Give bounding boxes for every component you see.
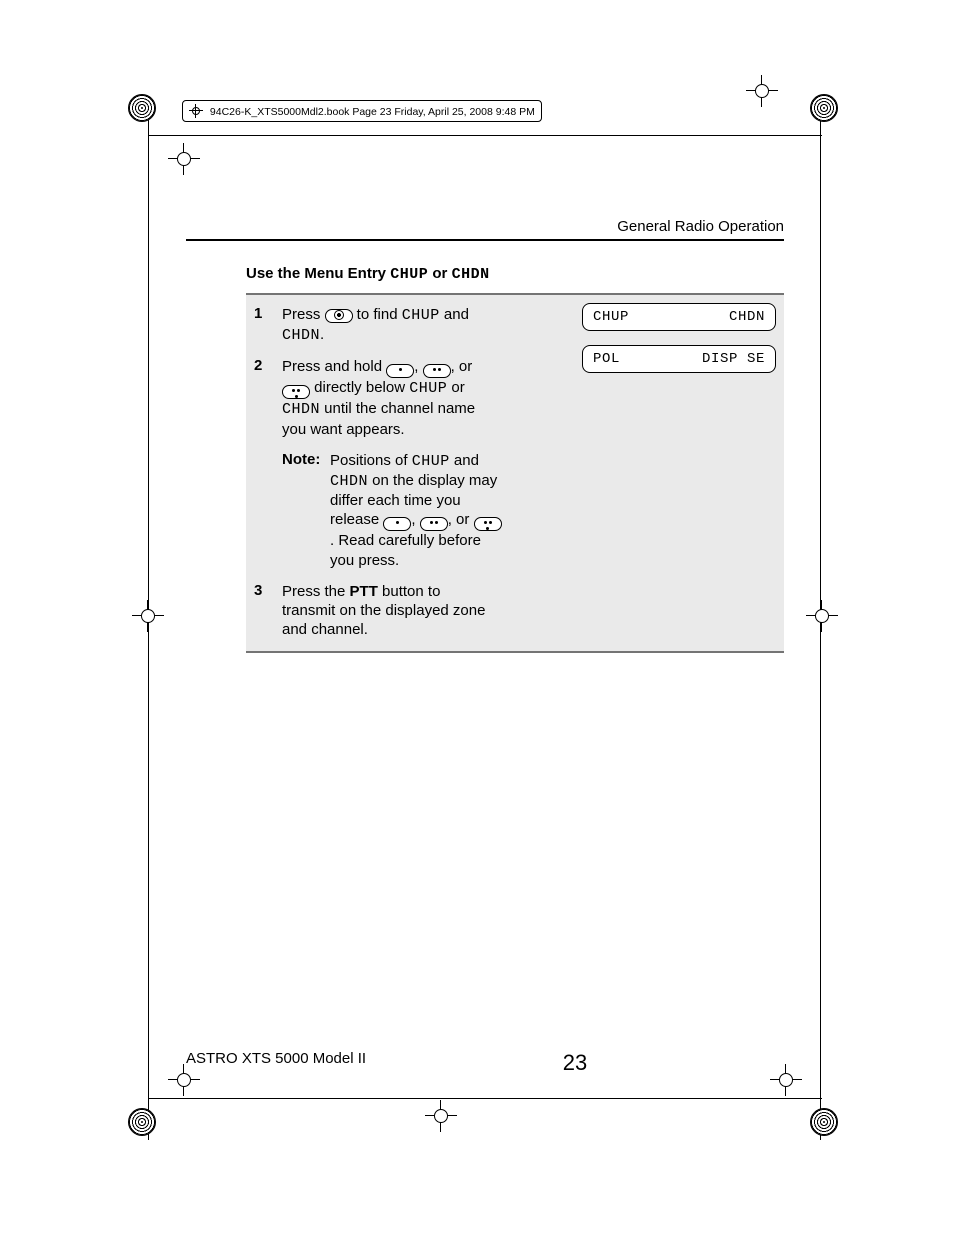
t: ,: [411, 511, 419, 528]
footer-model: ASTRO XTS 5000 Model II: [186, 1050, 366, 1067]
t: Press: [282, 306, 325, 323]
softkey-2-icon: [423, 364, 451, 378]
code-chup: CHUP: [402, 307, 440, 324]
title-mid: or: [428, 265, 451, 282]
title-code-chdn: CHDN: [452, 266, 490, 283]
t: and: [450, 452, 479, 469]
registration-mark-icon: [810, 94, 838, 122]
code-chdn: CHDN: [330, 473, 368, 490]
display2-right: DISP SE: [702, 351, 765, 367]
code-chup: CHUP: [409, 380, 447, 397]
content-area: Use the Menu Entry CHUP or CHDN CHUP CHD…: [246, 265, 784, 653]
softkey-1-icon: [383, 517, 411, 531]
crosshair-icon: [132, 600, 164, 632]
t: directly below: [310, 379, 409, 396]
ptt-bold: PTT: [350, 583, 378, 600]
step-3-num: 3: [254, 582, 282, 599]
code-chdn: CHDN: [282, 327, 320, 344]
note-label: Note:: [282, 451, 330, 468]
t: Press the: [282, 583, 350, 600]
t: or: [447, 379, 465, 396]
softkey-3-icon: [474, 517, 502, 531]
registration-mark-icon: [128, 94, 156, 122]
code-chdn: CHDN: [282, 401, 320, 418]
select-button-icon: [325, 309, 353, 323]
display1-left: CHUP: [593, 309, 629, 325]
book-file-header: 94C26-K_XTS5000Mdl2.book Page 23 Friday,…: [182, 100, 542, 122]
t: , or: [451, 358, 473, 375]
step-1-text: Press to find CHUP and CHDN.: [282, 305, 490, 345]
softkey-3-icon: [282, 385, 310, 399]
t: , or: [448, 511, 474, 528]
note-text: Positions of CHUP and CHDN on the displa…: [330, 451, 508, 570]
header-rule: [186, 239, 784, 241]
crosshair-icon: [425, 1100, 457, 1132]
softkey-2-icon: [420, 517, 448, 531]
section-title: Use the Menu Entry CHUP or CHDN: [246, 265, 784, 283]
display1-right: CHDN: [729, 309, 765, 325]
t: Positions of: [330, 452, 412, 469]
t: .: [320, 326, 324, 343]
t: and: [440, 306, 469, 323]
t: ,: [414, 358, 422, 375]
step-note: Note: Positions of CHUP and CHDN on the …: [246, 449, 784, 580]
step-3: 3 Press the PTT button to transmit on th…: [246, 580, 784, 644]
crosshair-icon: [806, 600, 838, 632]
radio-display-1: CHUP CHDN: [582, 303, 776, 331]
t: Press and hold: [282, 358, 386, 375]
t: to find: [353, 306, 402, 323]
registration-mark-icon: [128, 1108, 156, 1136]
steps-block: CHUP CHDN POL DISP SE 1 Press to find CH…: [246, 293, 784, 653]
t: . Read carefully before you press.: [330, 532, 481, 568]
registration-mark-icon: [810, 1108, 838, 1136]
title-prefix: Use the Menu Entry: [246, 265, 390, 282]
running-head: General Radio Operation: [186, 218, 784, 235]
page-body: 94C26-K_XTS5000Mdl2.book Page 23 Friday,…: [186, 100, 784, 1100]
page-footer: ASTRO XTS 5000 Model II 23: [186, 1050, 784, 1076]
book-file-header-text: 94C26-K_XTS5000Mdl2.book Page 23 Friday,…: [210, 106, 535, 118]
title-code-chup: CHUP: [390, 266, 428, 283]
radio-display-2: POL DISP SE: [582, 345, 776, 373]
step-2-num: 2: [254, 357, 282, 374]
step-2-text: Press and hold , , or directly below CHU…: [282, 357, 490, 438]
code-chup: CHUP: [412, 453, 450, 470]
softkey-1-icon: [386, 364, 414, 378]
display2-left: POL: [593, 351, 620, 367]
step-1-num: 1: [254, 305, 282, 322]
step-3-text: Press the PTT button to transmit on the …: [282, 582, 490, 640]
